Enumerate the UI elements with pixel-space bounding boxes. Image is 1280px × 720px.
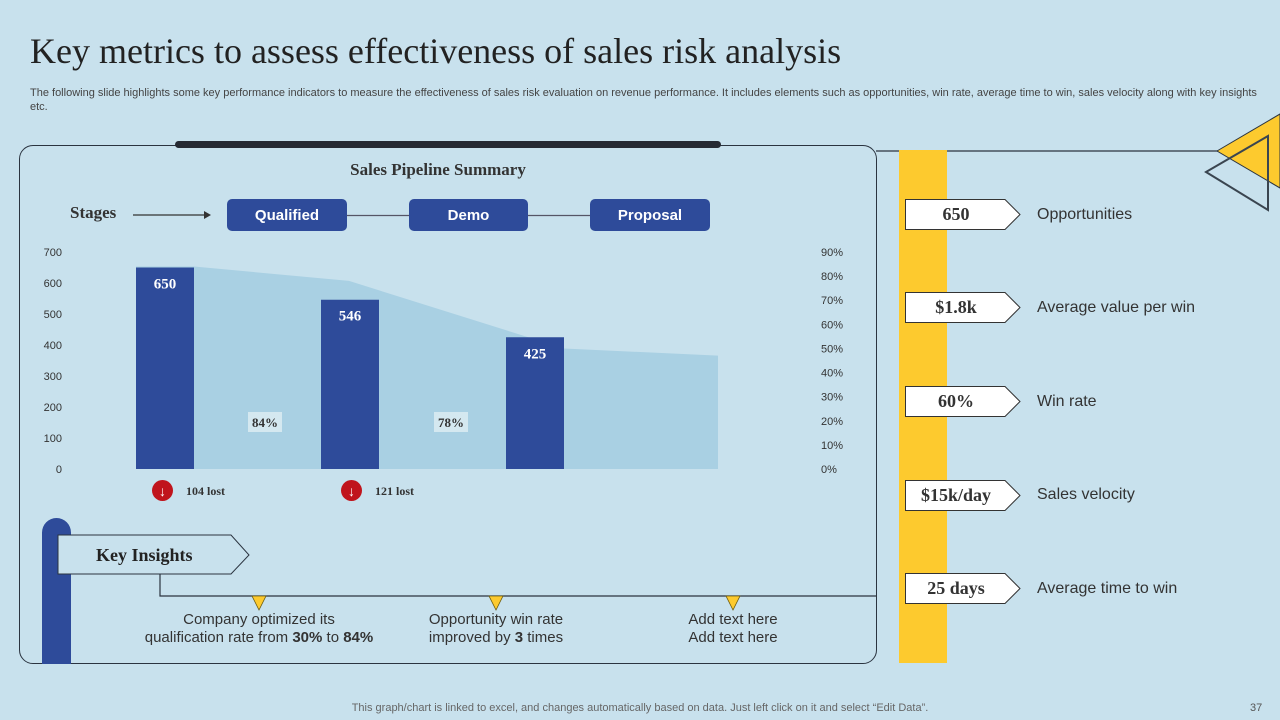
right-axis-tick: 40% xyxy=(821,368,843,380)
right-axis-tick: 90% xyxy=(821,247,843,259)
bar-qualified xyxy=(136,267,194,469)
left-axis-tick: 100 xyxy=(44,433,62,445)
insight-marker-icon xyxy=(725,595,741,611)
page-title: Key metrics to assess effectiveness of s… xyxy=(30,31,842,71)
metric-sales-velocity: $15k/day xyxy=(905,480,1021,511)
insight-bold: 84% xyxy=(343,629,374,646)
insight-line2: Add text here xyxy=(688,629,778,646)
right-axis-tick: 60% xyxy=(821,319,843,331)
chart-title: Sales Pipeline Summary xyxy=(350,160,526,179)
conversion-area xyxy=(136,266,718,469)
insight-3: Add text here Add text here xyxy=(603,611,863,647)
metric-value: 650 xyxy=(942,204,970,224)
right-axis-tick: 0% xyxy=(821,464,837,476)
left-axis-tick: 400 xyxy=(44,340,62,352)
metric-label: Opportunities xyxy=(1037,206,1133,223)
right-axis-tick: 20% xyxy=(821,416,843,428)
footer-note: This graph/chart is linked to excel, and… xyxy=(351,702,929,714)
metric-value: 60% xyxy=(938,391,974,411)
metric-win-rate: 60% xyxy=(905,386,1021,417)
metric-opportunities: 650 xyxy=(905,199,1021,230)
subtitle: The following slide highlights some key … xyxy=(30,87,1257,113)
metric-value: $15k/day xyxy=(920,485,992,505)
left-axis-tick: 600 xyxy=(44,278,62,290)
right-axis-tick: 50% xyxy=(821,343,843,355)
left-axis-tick: 200 xyxy=(44,402,62,414)
lost-label: 121 lost xyxy=(375,484,414,498)
insight-line1: Add text here xyxy=(688,611,778,628)
conversion-label-bg xyxy=(248,412,282,432)
metric-tag-shape xyxy=(905,573,1021,604)
stages-label: Stages xyxy=(70,203,117,222)
insight-bold: 30% xyxy=(292,629,323,646)
stage-connectors xyxy=(346,214,591,217)
stage-demo[interactable]: Demo xyxy=(409,199,528,231)
stage-proposal[interactable]: Proposal xyxy=(590,199,710,231)
conversion-label: 84% xyxy=(252,415,278,430)
insight-text: qualification rate from xyxy=(144,629,293,646)
insight-line1: Opportunity win rate xyxy=(428,611,564,628)
metric-time-to-win: 25 days xyxy=(905,573,1021,604)
metric-avg-value: $1.8k xyxy=(905,292,1021,323)
metric-label: Win rate xyxy=(1037,393,1097,410)
pipeline-chart: 650 546 425 84% 78% 0 100 200 300 400 500 600 700 0% 1… xyxy=(44,247,844,476)
insight-text: to xyxy=(322,629,344,646)
stage-qualified[interactable]: Qualified xyxy=(227,199,347,231)
right-axis-tick: 80% xyxy=(821,271,843,283)
metric-value: 25 days xyxy=(927,578,985,598)
metric-label: Average time to win xyxy=(1037,580,1178,597)
bar-demo xyxy=(321,299,379,469)
left-axis-tick: 0 xyxy=(56,464,62,476)
metric-tag-shape xyxy=(905,480,1021,511)
insight-marker-icon xyxy=(251,595,267,611)
page-number: 37 xyxy=(1250,702,1263,714)
metric-tag-shape xyxy=(905,199,1021,230)
metric-label: Sales velocity xyxy=(1037,486,1135,503)
down-arrow-icon: ↓ xyxy=(341,480,362,501)
insights-title: Key Insights xyxy=(96,545,193,565)
conversion-label: 78% xyxy=(438,415,464,430)
bar-proposal xyxy=(506,337,564,469)
insight-1: Company optimized its qualification rate… xyxy=(129,611,389,647)
insight-line1: Company optimized its xyxy=(183,611,335,628)
bar-value-label: 546 xyxy=(339,309,362,325)
insight-2: Opportunity win rate improved by 3 times xyxy=(366,611,626,647)
bar-value-label: 425 xyxy=(524,346,547,362)
left-axis-tick: 300 xyxy=(44,371,62,383)
right-axis-tick: 10% xyxy=(821,440,843,452)
metric-label: Average value per win xyxy=(1037,299,1196,316)
insight-marker-icon xyxy=(488,595,504,611)
right-axis-tick: 30% xyxy=(821,392,843,404)
panel-top-bar xyxy=(175,141,721,148)
metric-tag-shape xyxy=(905,292,1021,323)
bar-value-label: 650 xyxy=(154,277,177,293)
right-axis-tick: 70% xyxy=(821,295,843,307)
insight-text: improved by xyxy=(428,629,515,646)
left-axis-tick: 700 xyxy=(44,247,62,259)
stages-arrow-icon xyxy=(133,211,211,219)
insight-bold: 3 xyxy=(514,629,524,646)
conversion-label-bg xyxy=(434,412,468,432)
left-axis-tick: 500 xyxy=(44,309,62,321)
lost-label: 104 lost xyxy=(186,484,225,498)
insights-connector xyxy=(57,534,876,611)
insight-text: times xyxy=(523,629,564,646)
metric-value: $1.8k xyxy=(935,297,977,317)
down-arrow-icon: ↓ xyxy=(152,480,173,501)
metric-tag-shape xyxy=(905,386,1021,417)
